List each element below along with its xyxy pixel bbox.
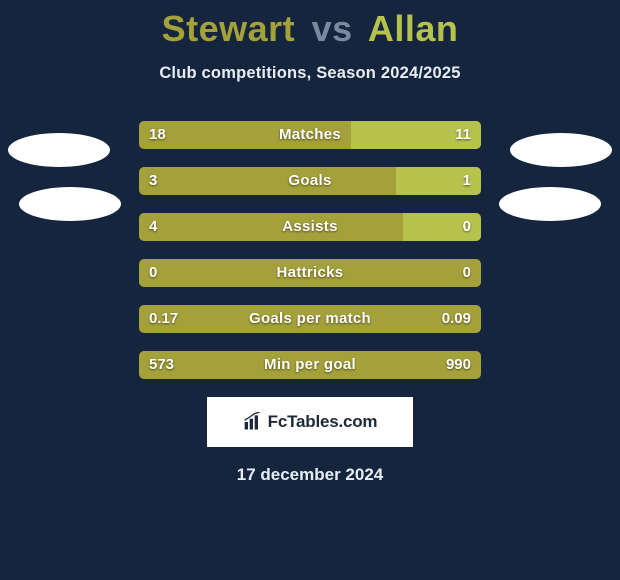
stat-label: Goals	[288, 167, 331, 195]
player1-name: Stewart	[162, 8, 296, 49]
stat-label: Assists	[282, 213, 337, 241]
stat-value-right: 11	[455, 121, 471, 149]
stat-label: Hattricks	[277, 259, 344, 287]
right-player-ellipse	[510, 133, 612, 167]
left-player-ellipse	[19, 187, 121, 221]
player2-name: Allan	[368, 8, 459, 49]
stat-label: Matches	[279, 121, 341, 149]
barchart-icon	[243, 412, 263, 432]
stat-value-right: 0	[463, 259, 471, 287]
stat-row-min-per-goal: 573 Min per goal 990	[139, 351, 481, 379]
comparison-title: Stewart vs Allan	[0, 0, 620, 50]
stat-row-goals-per-match: 0.17 Goals per match 0.09	[139, 305, 481, 333]
snapshot-date: 17 december 2024	[0, 465, 620, 485]
vs-separator: vs	[312, 8, 353, 49]
stat-value-right: 990	[446, 351, 471, 379]
comparison-stage: 18 Matches 11 3 Goals 1 4 Assists 0 0 Hattricks 0 0.…	[0, 121, 620, 379]
stat-row-matches: 18 Matches 11	[139, 121, 481, 149]
stat-value-right: 0.09	[442, 305, 471, 333]
subtitle: Club competitions, Season 2024/2025	[0, 64, 620, 83]
stat-value-left: 4	[149, 213, 157, 241]
stat-value-left: 0	[149, 259, 157, 287]
stat-value-left: 0.17	[149, 305, 178, 333]
stat-value-right: 1	[463, 167, 471, 195]
stat-value-left: 3	[149, 167, 157, 195]
stat-row-assists: 4 Assists 0	[139, 213, 481, 241]
stat-row-hattricks: 0 Hattricks 0	[139, 259, 481, 287]
stat-value-right: 0	[463, 213, 471, 241]
branding-text: FcTables.com	[268, 412, 378, 432]
stat-row-goals: 3 Goals 1	[139, 167, 481, 195]
stat-label: Goals per match	[249, 305, 371, 333]
stat-label: Min per goal	[264, 351, 356, 379]
left-player-ellipse	[8, 133, 110, 167]
right-player-ellipse	[499, 187, 601, 221]
branding-banner[interactable]: FcTables.com	[207, 397, 413, 447]
stat-value-left: 573	[149, 351, 174, 379]
stat-value-left: 18	[149, 121, 166, 149]
